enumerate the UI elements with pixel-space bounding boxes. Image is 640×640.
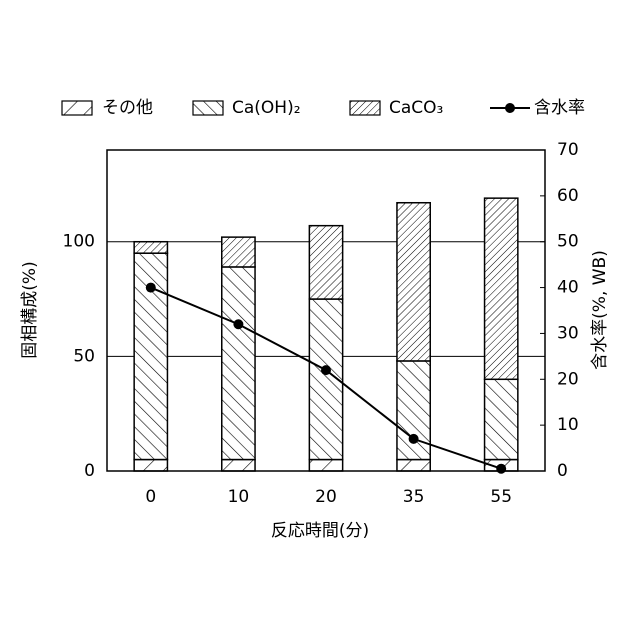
- legend-label: その他: [102, 98, 153, 118]
- y2-tick-label: 0: [557, 461, 568, 481]
- legend-swatch: [62, 101, 92, 115]
- y2-axis-label: 含水率(%, WB): [590, 250, 610, 370]
- y2-tick-label: 60: [557, 186, 579, 206]
- y2-tick-label: 30: [557, 323, 579, 343]
- x-axis-label: 反応時間(分): [271, 521, 369, 541]
- bar-segment: [222, 237, 255, 267]
- bar-segment: [485, 198, 518, 379]
- y2-tick-label: 50: [557, 232, 579, 252]
- line-marker: [321, 365, 331, 375]
- bar-segment: [222, 267, 255, 460]
- y-tick-label: 0: [84, 461, 95, 481]
- chart: 反応時間(分) 固相構成(%) 含水率(%, WB) 0501000102030…: [0, 0, 640, 640]
- y2-tick-label: 40: [557, 278, 579, 298]
- bar-segment: [397, 361, 430, 460]
- y2-tick-label: 20: [557, 369, 579, 389]
- x-tick-label: 10: [228, 487, 250, 507]
- line-marker: [233, 319, 243, 329]
- bar-segment: [485, 379, 518, 459]
- bar-segment: [309, 226, 342, 299]
- y-axis-label: 固相構成(%): [20, 261, 40, 358]
- bar-segment: [222, 460, 255, 471]
- bar-segment: [309, 460, 342, 471]
- bar-segment: [397, 203, 430, 361]
- x-tick-label: 0: [145, 487, 156, 507]
- line-marker: [496, 464, 506, 474]
- legend-label: CaCO₃: [389, 98, 443, 118]
- y2-tick-label: 10: [557, 415, 579, 435]
- legend-label: 含水率: [534, 98, 585, 118]
- legend-label: Ca(OH)₂: [232, 98, 301, 118]
- x-tick-label: 20: [315, 487, 337, 507]
- legend-marker: [505, 103, 515, 113]
- line-marker: [409, 434, 419, 444]
- x-tick-label: 35: [403, 487, 425, 507]
- line-marker: [146, 283, 156, 293]
- legend-swatch: [193, 101, 223, 115]
- x-tick-label: 55: [490, 487, 512, 507]
- y-tick-label: 50: [73, 346, 95, 366]
- y2-tick-label: 70: [557, 140, 579, 160]
- page: {"chart_data": {"type": "bar", "stacked"…: [0, 0, 640, 640]
- bar-segment: [134, 242, 167, 253]
- bar-segment: [397, 460, 430, 471]
- legend-swatch: [350, 101, 380, 115]
- bar-segment: [134, 460, 167, 471]
- y-tick-label: 100: [63, 232, 95, 252]
